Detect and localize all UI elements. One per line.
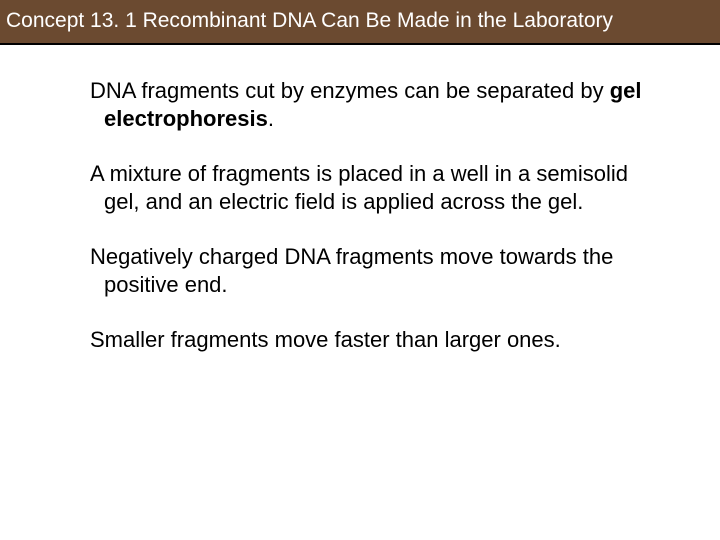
p1-text-c: . — [268, 106, 274, 131]
paragraph-4: Smaller fragments move faster than large… — [90, 326, 660, 354]
slide-content: DNA fragments cut by enzymes can be sepa… — [0, 45, 720, 402]
paragraph-1: DNA fragments cut by enzymes can be sepa… — [90, 77, 660, 132]
paragraph-3: Negatively charged DNA fragments move to… — [90, 243, 660, 298]
p1-text-a: DNA fragments cut by enzymes can be sepa… — [90, 78, 610, 103]
slide-header: Concept 13. 1 Recombinant DNA Can Be Mad… — [0, 0, 720, 45]
paragraph-2: A mixture of fragments is placed in a we… — [90, 160, 660, 215]
header-title: Concept 13. 1 Recombinant DNA Can Be Mad… — [6, 9, 613, 32]
